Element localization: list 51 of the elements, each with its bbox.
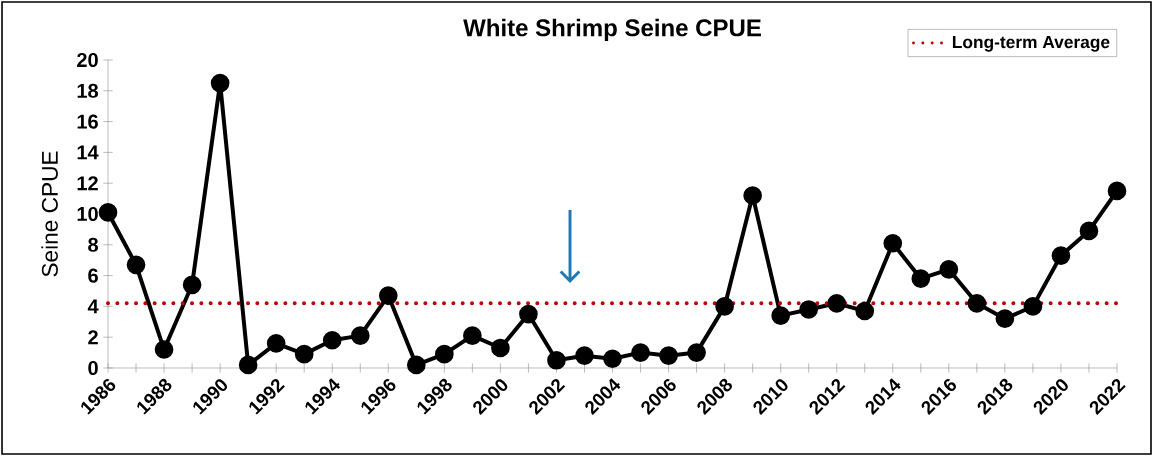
y-tick-label: 12 [77,176,98,191]
point [182,275,202,295]
y-tick-label: 4 [87,299,99,314]
y-tick-label: 18 [77,83,99,98]
point [771,306,790,325]
point [799,300,819,319]
point [575,346,594,365]
point [378,286,398,305]
point [1107,181,1127,201]
y-tick-label: 0 [88,360,98,376]
legend-label: Long-term Average [952,36,1110,52]
point [126,255,146,275]
point [659,346,678,365]
y-tick-label: 2 [88,330,98,345]
point [406,355,426,375]
point [603,349,622,369]
point [98,203,118,222]
point [463,326,482,345]
y-tick-label: 20 [77,52,98,68]
point [967,293,987,313]
point [238,355,258,375]
point [154,340,174,359]
point [491,338,510,358]
point [547,350,566,370]
point [294,344,314,364]
y-tick-label: 14 [77,145,99,160]
point [743,186,762,205]
y-axis-title: Seine CPUE [41,151,58,277]
point [883,233,903,253]
point [266,334,286,353]
point [687,343,706,362]
y-tick-label: 10 [77,206,98,222]
point [995,309,1015,329]
point [350,326,370,345]
point [435,344,454,364]
point [1023,297,1043,316]
point [210,73,230,93]
point [1079,221,1099,241]
chart-title: White Shrimp Seine CPUE [463,18,761,42]
point [855,301,875,321]
y-tick-label: 8 [88,237,99,252]
point [1051,246,1071,265]
point [631,343,650,362]
point [911,269,931,288]
point [715,297,734,316]
y-tick-label: 6 [88,268,98,283]
point [519,304,538,324]
point [939,260,959,279]
y-tick-label: 16 [77,114,98,129]
point [322,330,342,350]
point [827,293,847,313]
